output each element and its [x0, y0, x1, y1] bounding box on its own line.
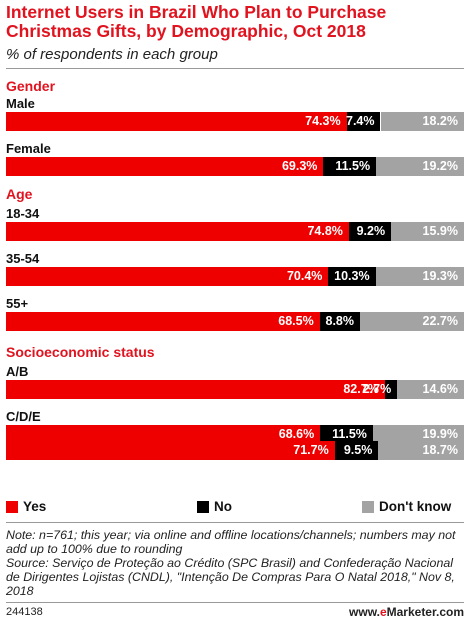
data-label: 19.9% [422, 427, 458, 441]
category-label: C/D/E [6, 409, 41, 424]
bar-row: 68.5% 8.8% 22.7% [6, 312, 464, 331]
bar-segment-don-t-know [378, 441, 464, 460]
data-label: 14.6% [422, 382, 458, 396]
brand-e: e [379, 605, 387, 619]
category-label: A/B [6, 364, 29, 379]
bar-segment-don-t-know [360, 312, 464, 331]
bar-segment-no [328, 267, 376, 286]
chart-title: Internet Users in Brazil Who Plan to Pur… [6, 2, 387, 41]
bar-row: 68.6% 11.5% 19.9% [6, 425, 464, 444]
bar-row: 74.3% 7.4% 18.2% [6, 112, 464, 131]
data-label: 68.5% [278, 314, 314, 328]
note-text: Note: n=761; this year; via online and o… [6, 528, 456, 556]
legend-swatch-no [197, 501, 209, 513]
data-label: 18.7% [422, 443, 458, 457]
data-label: 2.7% [362, 382, 392, 396]
group-label-gender: Gender [6, 78, 56, 94]
legend: Yes No Don't know [6, 498, 464, 516]
bar-row: 82.7% 2.7% 14.6% [6, 380, 464, 399]
bar-row: 69.3% 11.5% 19.2% [6, 157, 464, 176]
legend-label-no: No [214, 499, 232, 514]
data-label: 19.3% [422, 269, 458, 283]
footer-divider [6, 602, 464, 603]
chart-subtitle: % of respondents in each group [6, 46, 218, 63]
group-label-age: Age [6, 186, 33, 202]
legend-label-dont-know: Don't know [379, 499, 452, 514]
legend-label-yes: Yes [23, 499, 47, 514]
brand-link[interactable]: www.eMarketer.com [349, 605, 464, 619]
legend-swatch-yes [6, 501, 18, 513]
bar-segment-yes [6, 425, 321, 444]
category-label: 18-34 [6, 206, 40, 221]
category-label: 35-54 [6, 251, 40, 266]
bar-segment-no [348, 222, 392, 241]
bar-segment-yes [6, 380, 385, 399]
notes-and-source: Note: n=761; this year; via online and o… [6, 528, 466, 598]
data-label: 68.6% [278, 427, 315, 441]
data-label: 74.3% [305, 114, 341, 128]
brand-prefix: www. [349, 605, 380, 619]
data-label: 8.8% [325, 314, 355, 328]
bar-segment-don-t-know [397, 380, 464, 399]
legend-swatch-dont-know [362, 501, 374, 513]
data-label: 22.7% [422, 314, 458, 328]
bar-segment-yes [6, 222, 349, 241]
data-label: 15.9% [422, 224, 458, 238]
data-label: 19.2% [422, 159, 458, 173]
bar-segment-no [346, 112, 381, 131]
category-label: Male [6, 96, 35, 111]
top-divider [6, 68, 464, 69]
bar-segment-no [320, 425, 373, 444]
source-text: Source: Serviço de Proteção ao Crédito (… [6, 556, 455, 598]
bar-segment-yes [6, 157, 324, 176]
bar-segment-yes [6, 267, 329, 286]
data-label: 82.7% [343, 382, 379, 396]
bar-segment-yes [6, 441, 335, 460]
notes-divider [6, 522, 464, 523]
bar-segment-no [323, 157, 377, 176]
bar-segment-don-t-know [375, 267, 464, 286]
data-label: 7.4% [346, 114, 375, 128]
data-label: 74.8% [307, 224, 343, 238]
data-label: 9.5% [343, 443, 373, 457]
chart-id: 244138 [6, 606, 43, 618]
bar-segment-yes [6, 112, 347, 131]
data-label: 70.4% [286, 269, 323, 283]
bar-segment-don-t-know [391, 222, 464, 241]
data-label: 69.3% [281, 159, 318, 173]
bar-segment-no [319, 312, 360, 331]
bar-segment-yes [6, 312, 320, 331]
bar-row: 70.4% 10.3% 19.3% [6, 267, 464, 286]
data-label: 10.3% [334, 269, 370, 283]
bar-row: 74.8% 9.2% 15.9% [6, 222, 464, 241]
data-label: 11.5% [335, 159, 371, 173]
bar-segment-don-t-know [380, 112, 464, 131]
group-label-socioeconomic-status: Socioeconomic status [6, 344, 155, 360]
data-label: 9.2% [356, 224, 386, 238]
bar-segment-no [334, 441, 379, 460]
bar-segment-no [384, 380, 398, 399]
data-label: 71.7% [293, 443, 329, 457]
bar-row: 71.7% 9.5% 18.7% [6, 441, 464, 460]
category-label: 55+ [6, 296, 29, 311]
brand-suffix: Marketer.com [386, 605, 464, 619]
data-label: 18.2% [422, 114, 458, 128]
data-label: 11.5% [332, 427, 367, 441]
category-label: Female [6, 141, 51, 156]
bar-segment-don-t-know [376, 157, 464, 176]
bar-segment-don-t-know [372, 425, 464, 444]
